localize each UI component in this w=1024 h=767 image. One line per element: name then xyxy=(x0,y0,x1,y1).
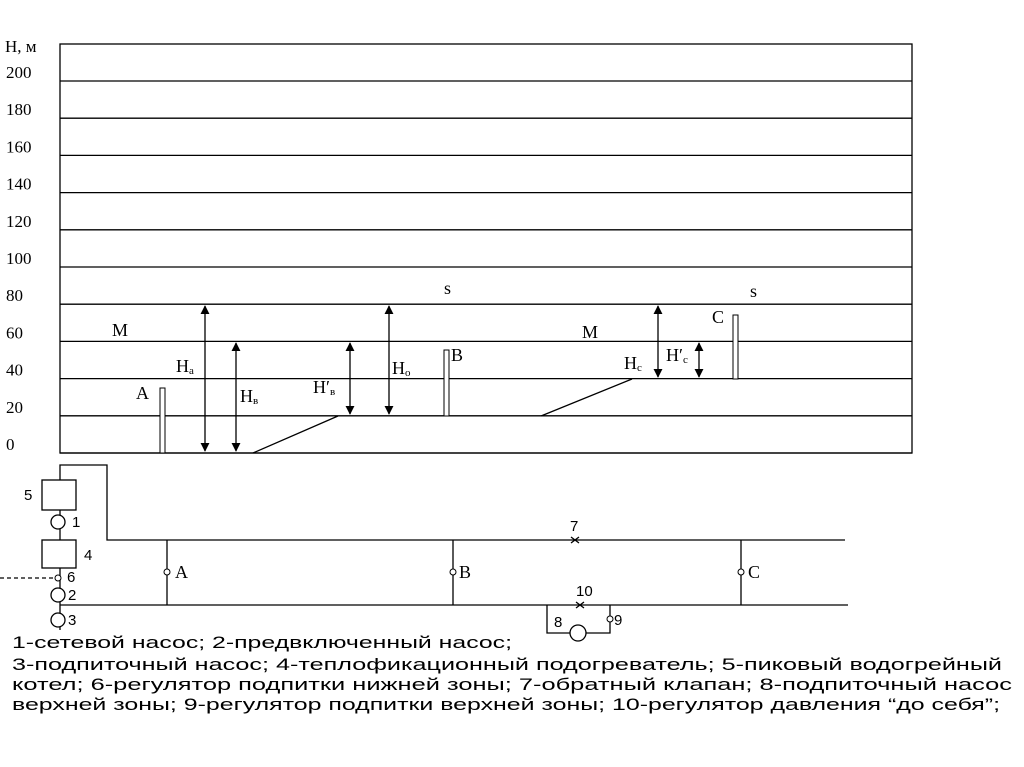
consumer xyxy=(737,568,745,576)
legend-line: 3-подпиточный насос; 4-теплофикационный … xyxy=(12,655,1002,674)
label: Hо xyxy=(392,358,411,379)
label: С xyxy=(748,562,760,582)
label: 9 xyxy=(614,612,622,629)
building-a xyxy=(159,387,166,454)
scheme: 5 1 4 6 2 3 А В С 7 10 8 9 xyxy=(0,464,848,642)
label-sub: с xyxy=(683,354,688,366)
legend-line: 1-сетевой насос; 2-предвключенный насос; xyxy=(12,633,512,652)
building-c xyxy=(732,314,739,380)
label: H′в xyxy=(313,377,335,398)
y-tick-label: 160 xyxy=(6,137,32,156)
label: 3 xyxy=(68,612,76,629)
y-tick-label: 0 xyxy=(6,435,15,454)
pump xyxy=(50,612,66,628)
pump xyxy=(50,587,66,603)
axis-label: H, м xyxy=(5,37,37,56)
y-tick-label: 120 xyxy=(6,212,32,231)
y-tick-label: 20 xyxy=(6,398,23,417)
legend-line: котел; 6-регулятор подпитки нижней зоны;… xyxy=(12,675,1013,694)
label-main: H xyxy=(176,356,189,376)
label: 2 xyxy=(68,587,76,604)
consumer xyxy=(163,568,171,576)
y-tick-label: 200 xyxy=(6,63,32,82)
slope-line xyxy=(252,415,339,454)
y-tick-label: 140 xyxy=(6,175,32,194)
label: М xyxy=(582,322,598,342)
y-tick-label: 80 xyxy=(6,286,23,305)
label-sub: в xyxy=(253,395,258,407)
label: 6 xyxy=(67,569,75,586)
label-main: H′ xyxy=(666,345,683,365)
label-main: H xyxy=(392,358,405,378)
legend-line: верхней зоны; 9-регулятор подпитки верхн… xyxy=(12,695,1000,714)
graph-marks: М М s s А В С Hа Hв H′в Hо Hс H′с xyxy=(112,278,757,454)
pump xyxy=(569,624,587,642)
supply-pipe xyxy=(59,464,845,541)
pressure-regulator xyxy=(575,601,585,609)
label-main: H xyxy=(240,386,253,406)
y-tick-label: 100 xyxy=(6,249,32,268)
heater xyxy=(41,539,77,569)
graph-frame xyxy=(59,43,913,454)
label: s xyxy=(444,278,451,298)
label: Hв xyxy=(240,386,258,407)
regulator xyxy=(606,615,614,623)
regulator xyxy=(54,574,62,582)
consumer xyxy=(449,568,457,576)
check-valve xyxy=(570,536,580,544)
label-sub: а xyxy=(189,365,194,377)
boiler xyxy=(41,479,77,511)
label: А xyxy=(136,383,149,403)
label: А xyxy=(175,562,188,582)
label: Hа xyxy=(176,356,194,377)
label: В xyxy=(451,345,463,365)
y-tick-label: 40 xyxy=(6,361,23,380)
label-sub: о xyxy=(405,367,411,379)
graph: H, м 0 20 40 60 80 100 120 140 160 180 200 xyxy=(5,37,913,454)
label: 10 xyxy=(576,583,593,600)
legend: 1-сетевой насос; 2-предвключенный насос;… xyxy=(12,633,1013,714)
label: М xyxy=(112,320,128,340)
label: 8 xyxy=(554,614,562,631)
slope-line xyxy=(540,378,633,417)
label: В xyxy=(459,562,471,582)
label: 1 xyxy=(72,514,80,531)
label: 4 xyxy=(84,547,92,564)
label: 7 xyxy=(570,518,578,535)
building-b xyxy=(443,349,450,417)
label-sub: с xyxy=(637,362,642,374)
label: Hс xyxy=(624,353,642,374)
label: 5 xyxy=(24,487,32,504)
label-main: H xyxy=(624,353,637,373)
pump xyxy=(50,514,66,530)
label-sub: в xyxy=(330,386,335,398)
y-tick-label: 60 xyxy=(6,323,23,342)
label: С xyxy=(712,307,724,327)
label: H′с xyxy=(666,345,688,366)
y-tick-label: 180 xyxy=(6,100,32,119)
label: s xyxy=(750,281,757,301)
label-main: H′ xyxy=(313,377,330,397)
